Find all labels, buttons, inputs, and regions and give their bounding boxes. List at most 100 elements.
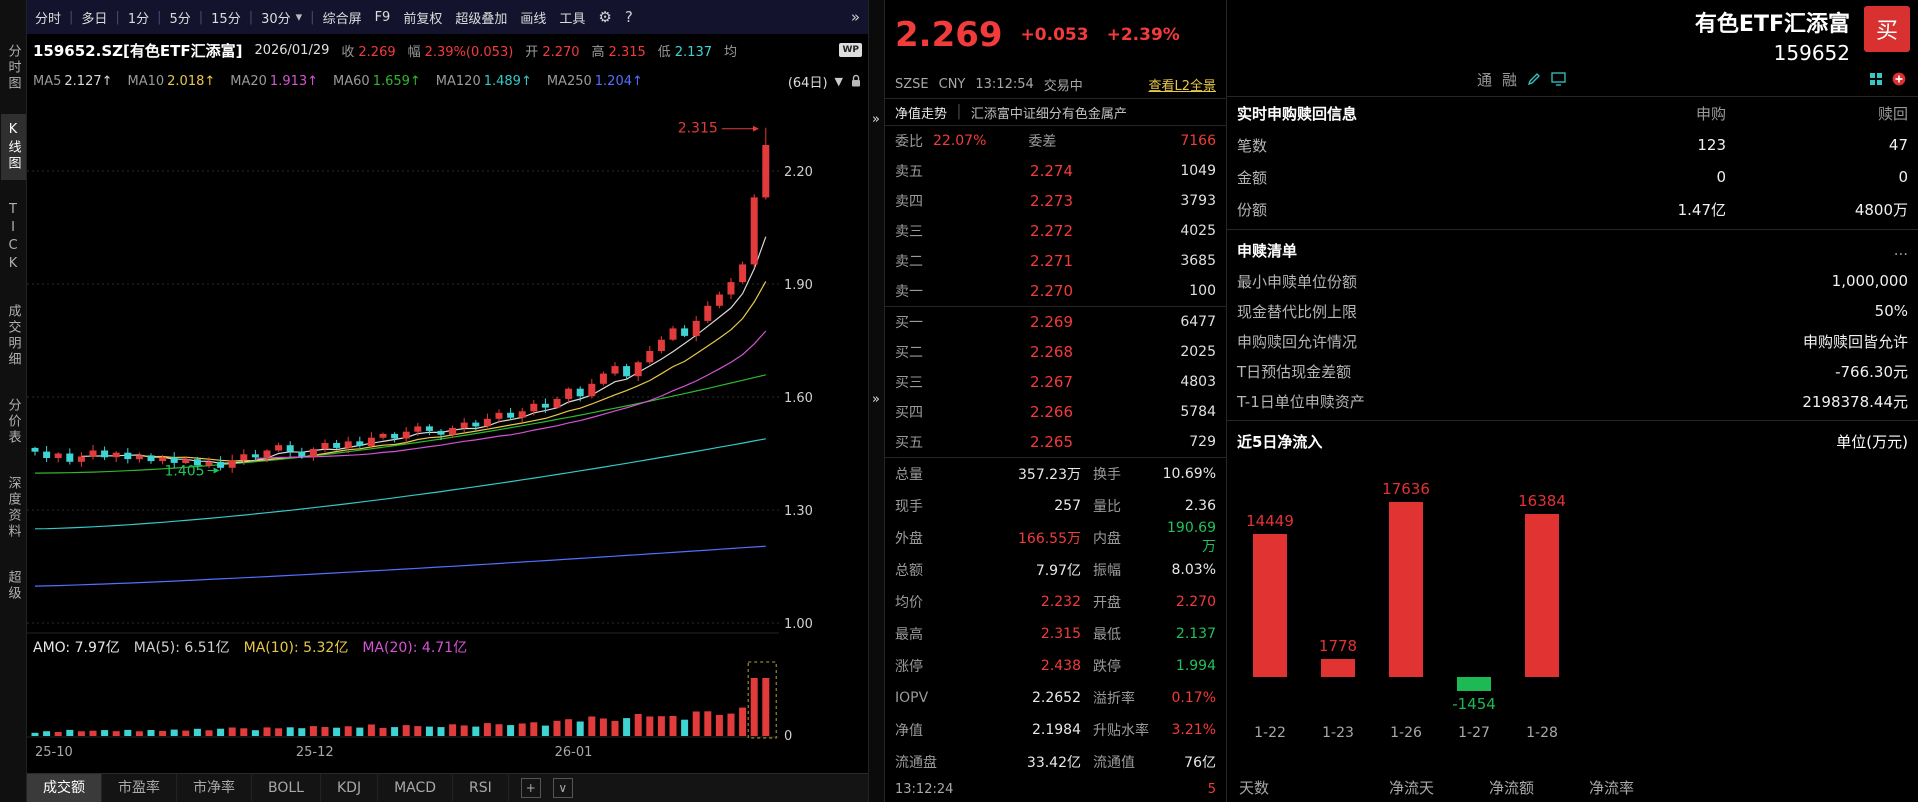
indicator-tab[interactable]: 成交额 — [27, 774, 102, 802]
ma-number: 2.018↑ — [167, 73, 216, 89]
ma-label: MA250 — [546, 73, 592, 89]
redeem-list-header: 申赎清单 ... — [1227, 234, 1918, 266]
ask-row[interactable]: 卖一 2.270 100 — [885, 276, 1226, 306]
ask-row[interactable]: 卖二 2.271 3685 — [885, 246, 1226, 276]
period-label: (64日) — [787, 75, 828, 91]
add-indicator-button[interactable]: + — [520, 778, 541, 798]
indicator-tabs: 成交额 市盈率 市净率 BOLL KDJ MACD RSI + ∨ — [27, 773, 868, 802]
toolbar-period-item[interactable]: 15分 — [211, 11, 241, 27]
level-volume: 729 — [1189, 434, 1216, 450]
sidebar-item-tab[interactable]: 分价表 — [5, 398, 21, 446]
stat-label: 振幅 — [1093, 563, 1121, 579]
bid-levels: 买一 2.269 6477 买二 2.268 2025 买三 2.267 4803 买四 2.266… — [885, 307, 1226, 457]
stat-row: 现手 257 量比 2.36 — [885, 490, 1226, 522]
l2-panorama-link[interactable]: 查看L2全景 — [1148, 78, 1216, 94]
toolbar-period-item[interactable]: 30分 — [261, 11, 291, 27]
tick-time: 13:12:24 — [895, 782, 954, 797]
svg-text:25-10: 25-10 — [35, 745, 73, 760]
edit-pencil-icon[interactable] — [1527, 72, 1541, 86]
toolbar-period-item[interactable]: 1分 — [127, 11, 150, 27]
toolbar-menu-item[interactable]: 画线 — [520, 11, 547, 27]
more-chevron-icon[interactable]: » — [850, 8, 860, 26]
toolbar-menu-item[interactable]: 综合屏 — [322, 11, 362, 27]
toolbar-period-item[interactable]: 分时 — [35, 11, 62, 27]
kline-canvas[interactable]: 2.20 1.90 1.60 1.30 1.00 2.315 1.405 0 25-10 25-1… — [27, 96, 868, 773]
lock-icon[interactable] — [850, 74, 862, 88]
flow-column-header[interactable]: 净流额 — [1489, 778, 1535, 797]
title-field: 均 — [724, 41, 741, 60]
ask-row[interactable]: 卖三 2.272 4025 — [885, 216, 1226, 246]
row-value: 2198378.44元 — [1802, 392, 1908, 411]
divider — [885, 457, 1226, 458]
field-label: 均 — [724, 44, 738, 60]
indicator-tab[interactable]: RSI — [453, 774, 509, 802]
fund-name: 汇添富中证细分有色金属产 — [970, 106, 1127, 122]
redeem-value: 0 — [1898, 168, 1908, 186]
level-label: 买五 — [895, 435, 923, 451]
sidebar-item-tab[interactable]: 超级 — [5, 570, 21, 602]
bid-row[interactable]: 买三 2.267 4803 — [885, 367, 1226, 397]
chevron-down-icon[interactable]: ▼ — [834, 74, 843, 88]
level-label: 卖一 — [895, 284, 923, 300]
indicator-tab[interactable]: MACD — [378, 774, 454, 802]
toolbar-menu-item[interactable]: 超级叠加 — [455, 11, 508, 27]
subscription-rows: 笔数 123 47 金额 0 0 份额 1.47亿 4800万 — [1227, 129, 1918, 225]
tick-row: 13:12:24 5 — [885, 778, 1226, 802]
collapse-chevron-icon[interactable]: » — [872, 392, 880, 407]
sidebar-item-tab[interactable]: 分时图 — [5, 44, 21, 92]
separator: | — [69, 9, 74, 25]
title-field: 低 2.137 — [658, 41, 712, 60]
flow-column-header[interactable]: 天数 — [1239, 778, 1270, 797]
flow-value: 17636 — [1382, 480, 1430, 498]
bid-row[interactable]: 买四 2.266 5784 — [885, 397, 1226, 427]
toolbar-menu-item[interactable]: F9 — [374, 9, 391, 25]
flow-column-header[interactable]: 净流率 — [1589, 778, 1635, 797]
indicator-tab[interactable]: 市盈率 — [102, 774, 177, 802]
kline-chart[interactable]: 2.20 1.90 1.60 1.30 1.00 2.315 1.405 0 25-10 25-1… — [27, 96, 868, 773]
amo-value: MA(20): 4.71亿 — [362, 640, 468, 656]
nav-trend-tab[interactable]: 净值走势 — [895, 106, 948, 122]
sidebar-item-active[interactable]: K线图 — [0, 114, 26, 180]
indicator-tab[interactable]: KDJ — [321, 774, 379, 802]
toolbar-menu-item[interactable]: 工具 — [559, 11, 586, 27]
indicator-tab[interactable]: 市净率 — [177, 774, 252, 802]
buy-button[interactable]: 买 — [1864, 6, 1910, 52]
monitor-icon[interactable] — [1551, 72, 1566, 86]
more-dots[interactable]: ... — [1893, 241, 1908, 259]
panel-collapse-strip: » » — [868, 0, 885, 802]
sidebar-item-tab[interactable]: 深度资料 — [5, 476, 21, 540]
toolbar-period-item[interactable]: 多日 — [81, 11, 108, 27]
grid-icon[interactable] — [1869, 72, 1883, 86]
list-row: T-1日单位申赎资产 2198378.44元 — [1227, 386, 1918, 416]
flow-bar — [1525, 514, 1559, 677]
collapse-pane-button[interactable]: ∨ — [552, 778, 573, 798]
etf-title-block: 有色ETF汇添富 159652 — [1695, 6, 1850, 65]
add-plus-icon[interactable] — [1892, 72, 1906, 86]
field-value: 2.270 — [542, 44, 580, 60]
separator: | — [248, 9, 254, 25]
stat-label: 最低 — [1093, 627, 1121, 643]
gear-icon[interactable]: ⚙ — [598, 8, 612, 26]
indicator-tab[interactable]: BOLL — [252, 774, 321, 802]
bid-row[interactable]: 买一 2.269 6477 — [885, 307, 1226, 337]
ask-row[interactable]: 卖五 2.274 1049 — [885, 156, 1226, 186]
row-label: 现金替代比例上限 — [1237, 302, 1358, 321]
level-volume: 6477 — [1180, 314, 1216, 330]
collapse-chevron-icon[interactable]: » — [872, 112, 880, 127]
wp-plugin-icon[interactable]: WP — [839, 43, 862, 57]
bid-row[interactable]: 买五 2.265 729 — [885, 427, 1226, 457]
amo-value: AMO: 7.97亿 — [33, 640, 120, 656]
title-field: 幅 2.39%(0.053) — [408, 41, 514, 60]
help-icon[interactable]: ? — [624, 8, 633, 26]
bid-row[interactable]: 买二 2.268 2025 — [885, 337, 1226, 367]
flow-column-header[interactable]: 净流天 — [1389, 778, 1435, 797]
sidebar-item-tab[interactable]: TICK — [5, 202, 21, 274]
toolbar-period-item[interactable]: 5分 — [169, 11, 191, 27]
chevron-down-icon[interactable]: ▾ — [295, 9, 303, 25]
toolbar-menu-item[interactable]: 前复权 — [403, 11, 443, 27]
sidebar-item-tab[interactable]: 成交明细 — [5, 304, 21, 368]
ask-row[interactable]: 卖四 2.273 3793 — [885, 186, 1226, 216]
ma-label: MA20 — [230, 73, 267, 89]
stat-value: 166.55万 — [1018, 531, 1081, 547]
flow-date: 1-27 — [1458, 725, 1490, 741]
